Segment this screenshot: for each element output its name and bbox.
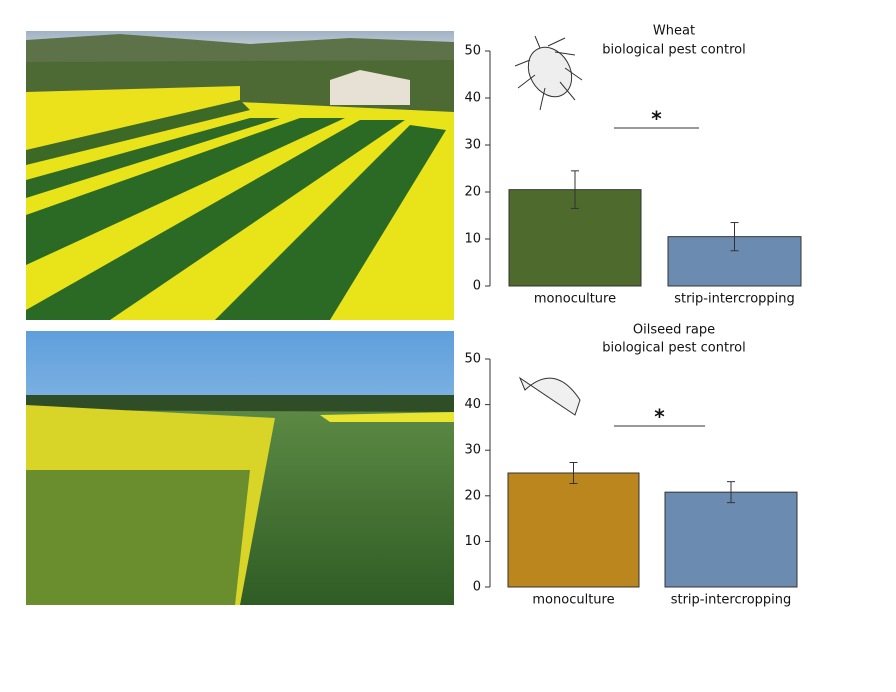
chart-subtitle: biological pest control xyxy=(602,43,745,58)
y-tick-label: 30 xyxy=(464,443,481,458)
bar xyxy=(507,472,640,588)
y-tick-label: 10 xyxy=(464,534,481,549)
y-tick-label: 0 xyxy=(473,279,481,294)
y-tick-label: 50 xyxy=(464,44,481,59)
y-tick-label: 50 xyxy=(464,352,481,367)
significance-mark: * xyxy=(654,405,665,429)
significance-mark: * xyxy=(651,107,662,131)
y-tick-label: 10 xyxy=(464,232,481,247)
chart-title: Oilseed rape xyxy=(633,323,715,338)
y-tick-label: 20 xyxy=(464,185,481,200)
photo-strip-field xyxy=(26,331,454,605)
insect-icon xyxy=(514,35,583,416)
y-tick-label: 40 xyxy=(464,91,481,106)
x-tick-label: strip-intercropping xyxy=(671,593,792,608)
y-tick-label: 30 xyxy=(464,138,481,153)
bar xyxy=(664,491,798,588)
x-tick-label: strip-intercropping xyxy=(674,292,795,307)
y-tick-label: 0 xyxy=(473,580,481,595)
chart-title: Wheat xyxy=(653,24,695,39)
x-tick-label: monoculture xyxy=(534,292,616,307)
photo-wheat-strips xyxy=(26,31,454,320)
y-tick-label: 20 xyxy=(464,488,481,503)
chart-subtitle: biological pest control xyxy=(602,341,745,356)
y-tick-label: 40 xyxy=(464,397,481,412)
x-tick-label: monoculture xyxy=(532,593,614,608)
